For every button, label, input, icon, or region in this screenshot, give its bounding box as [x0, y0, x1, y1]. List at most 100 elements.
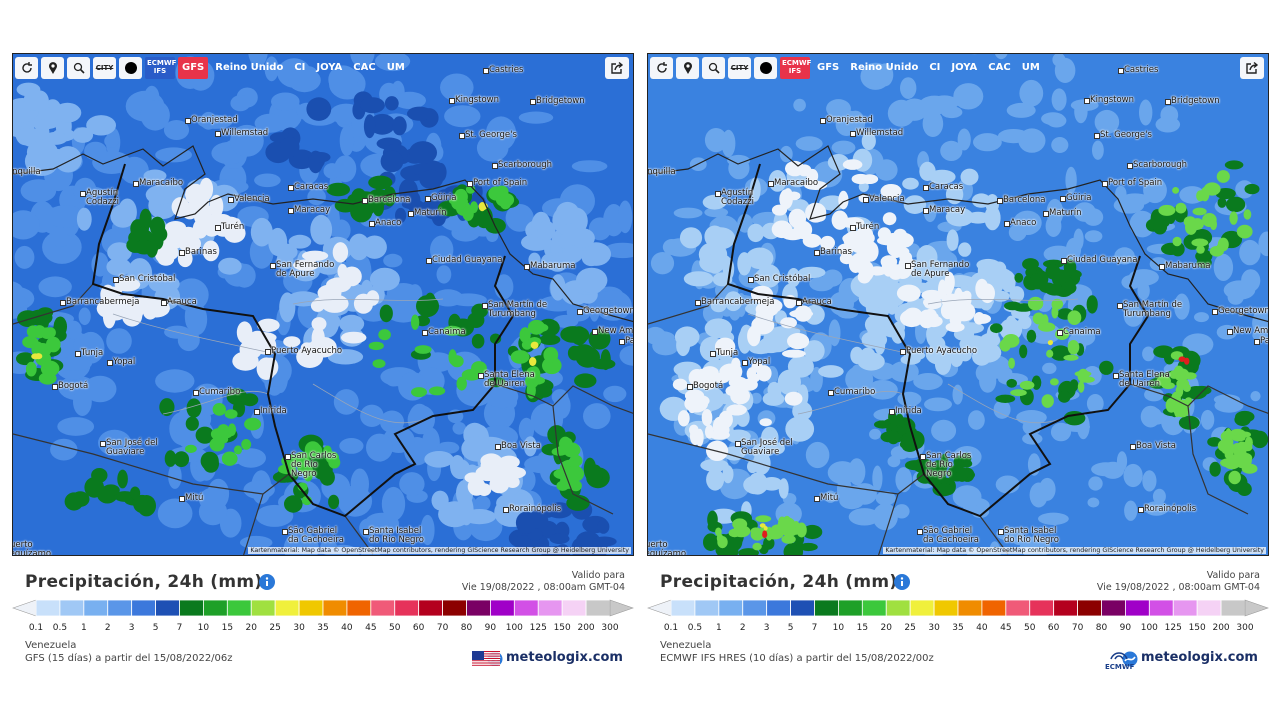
precip-blob [38, 372, 57, 385]
city-label: New Amsterdam [592, 327, 633, 336]
refresh-glyph [656, 62, 667, 73]
precip-blob [1054, 57, 1076, 83]
precip-blob [1026, 329, 1037, 343]
precip-blob [143, 169, 167, 182]
share-icon [611, 61, 624, 74]
model-button[interactable]: UM [1021, 62, 1040, 73]
precip-blob [341, 331, 367, 344]
precip-blob [1088, 476, 1103, 491]
precip-blob [1229, 211, 1238, 225]
model-button[interactable]: GFS [178, 57, 209, 79]
country-border [1187, 405, 1249, 515]
precip-blob [78, 307, 91, 326]
precip-blob [422, 352, 454, 372]
city-label: Castries [1117, 65, 1159, 75]
scale-box [585, 599, 611, 617]
precip-blob [311, 317, 327, 331]
precip-blob [1252, 329, 1263, 341]
precip-blob [157, 498, 193, 529]
precip-blob [820, 235, 835, 250]
precip-blob [550, 274, 566, 301]
flag-stripe [472, 655, 500, 657]
precip-blob [334, 198, 357, 213]
flag-stripe-white [472, 654, 500, 656]
city-button[interactable]: CITY [728, 57, 751, 79]
precip-blob [339, 438, 364, 454]
precip-blob [896, 284, 921, 302]
model-button[interactable]: CAC [353, 62, 376, 73]
precip-blob [921, 289, 943, 301]
precip-blob [1137, 281, 1150, 300]
city-label: San Carlos de Río Negro [285, 452, 341, 479]
scale-box [742, 599, 768, 617]
valid-block: Valido para Vie 19/08/2022 , 08:00am GMT-… [462, 570, 625, 594]
scale-label: 0.5 [687, 623, 703, 633]
info-button[interactable] [894, 574, 910, 590]
precip-blob [860, 174, 879, 184]
precip-blob [163, 228, 183, 241]
scale-label: 10 [832, 623, 845, 633]
precip-blob [787, 355, 814, 378]
theme-button[interactable] [119, 57, 142, 79]
precip-blob [474, 495, 491, 511]
precip-blob [1243, 443, 1253, 452]
city-label: Paramaribo [619, 337, 633, 346]
model-button[interactable]: CI [929, 62, 941, 73]
theme-button[interactable] [754, 57, 777, 79]
share-button[interactable] [1240, 57, 1264, 79]
model-button[interactable]: Reino Unido [215, 62, 284, 73]
precip-blob [882, 212, 897, 226]
precip-blob [792, 401, 813, 421]
precip-blob [952, 485, 982, 508]
precip-blob [887, 430, 900, 445]
refresh-button[interactable] [650, 57, 673, 79]
city-button[interactable]: CITY [93, 57, 116, 79]
precip-blob [366, 433, 393, 462]
precip-blob [337, 263, 348, 279]
model-button[interactable]: GFS [817, 62, 840, 73]
precip-blob [528, 252, 541, 267]
city-button-label: CITY [730, 64, 749, 72]
scale-box [179, 599, 204, 617]
model-button[interactable]: Reino Unido [850, 62, 919, 73]
zoom-button[interactable] [702, 57, 725, 79]
precip-blob [1217, 439, 1234, 453]
share-button[interactable] [605, 57, 629, 79]
location-button[interactable] [41, 57, 64, 79]
precip-blob [529, 357, 537, 366]
model-button[interactable]: CAC [988, 62, 1011, 73]
precip-blob [288, 68, 321, 93]
precip-blob [957, 128, 971, 151]
precip-blob [420, 200, 438, 217]
precip-blob [243, 480, 275, 500]
zoom-button[interactable] [67, 57, 90, 79]
refresh-button[interactable] [15, 57, 38, 79]
valid-label: Valido para [1206, 570, 1260, 581]
model-button[interactable]: JOYA [316, 62, 343, 73]
model-button[interactable]: JOYA [951, 62, 978, 73]
precip-blob [476, 134, 509, 162]
precip-blob [1192, 207, 1207, 216]
precip-blob [1092, 140, 1104, 160]
model-button[interactable]: ECMWF IFS [145, 57, 176, 79]
model-button[interactable]: CI [294, 62, 306, 73]
precip-blob [781, 526, 798, 537]
info-button[interactable] [259, 574, 275, 590]
precip-blob [431, 490, 449, 511]
model-button[interactable]: ECMWF IFS [780, 57, 811, 79]
scale-label: 300 [601, 623, 619, 633]
scale-label: 300 [1236, 623, 1254, 633]
precip-blob [1253, 306, 1268, 331]
precip-blob [14, 245, 35, 269]
scale-box [1148, 599, 1174, 617]
precip-blob [407, 106, 433, 121]
location-button[interactable] [676, 57, 699, 79]
city-label: Bogotá [686, 381, 724, 391]
precip-blob [319, 468, 335, 486]
theme-button-icon [759, 62, 772, 74]
model-button[interactable]: UM [386, 62, 405, 73]
precip-blob [1220, 430, 1235, 442]
city-label: Cumaribo [192, 387, 241, 397]
scale-label: 90 [484, 623, 497, 633]
